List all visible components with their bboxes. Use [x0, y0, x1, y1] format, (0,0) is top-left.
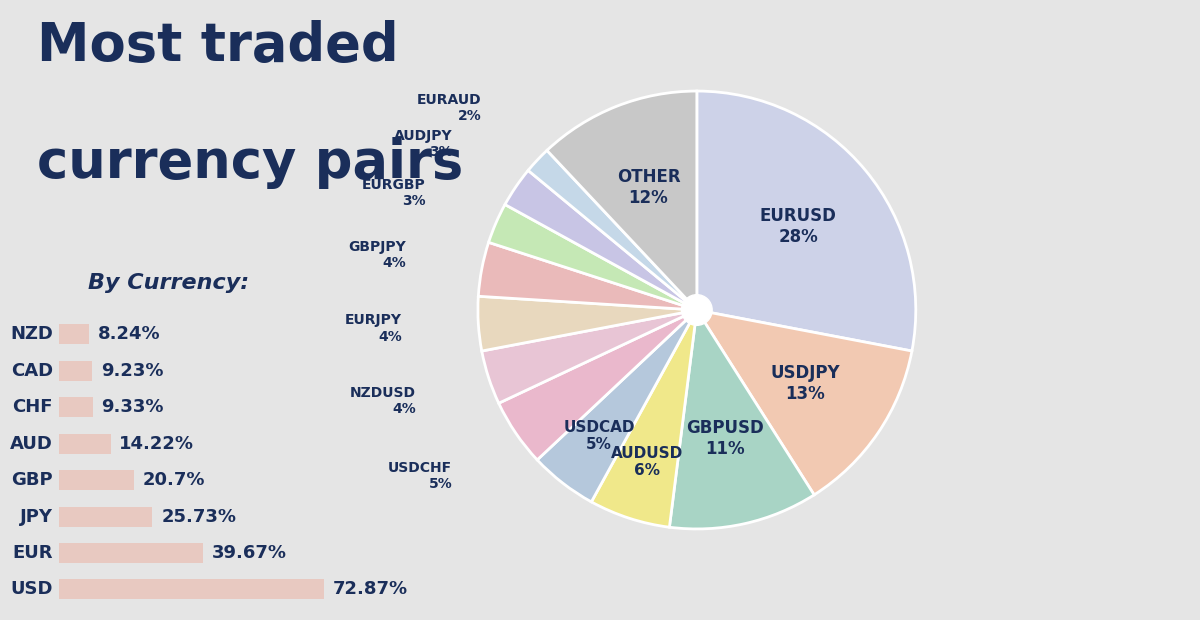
Text: NZDUSD
4%: NZDUSD 4% — [349, 386, 415, 417]
Text: 8.24%: 8.24% — [97, 326, 161, 343]
Text: 14.22%: 14.22% — [120, 435, 194, 453]
FancyBboxPatch shape — [59, 579, 324, 600]
Text: USDCHF
5%: USDCHF 5% — [389, 461, 452, 491]
Text: CAD: CAD — [11, 362, 53, 380]
Text: EUR: EUR — [12, 544, 53, 562]
Wedge shape — [697, 91, 916, 351]
FancyBboxPatch shape — [59, 507, 152, 526]
Text: JPY: JPY — [20, 508, 53, 526]
Text: USDCAD
5%: USDCAD 5% — [563, 420, 635, 453]
FancyBboxPatch shape — [59, 433, 110, 454]
Wedge shape — [488, 205, 697, 310]
Text: EURUSD
28%: EURUSD 28% — [760, 207, 836, 246]
Text: GBPUSD
11%: GBPUSD 11% — [686, 418, 764, 458]
Text: AUDJPY
3%: AUDJPY 3% — [394, 129, 452, 159]
FancyBboxPatch shape — [59, 324, 89, 345]
Text: 9.33%: 9.33% — [102, 398, 164, 416]
FancyBboxPatch shape — [59, 361, 92, 381]
Wedge shape — [697, 310, 912, 495]
Text: USDJPY
13%: USDJPY 13% — [770, 365, 840, 403]
Circle shape — [682, 294, 712, 326]
Text: 25.73%: 25.73% — [161, 508, 236, 526]
Wedge shape — [499, 310, 697, 460]
FancyBboxPatch shape — [59, 397, 92, 417]
Text: AUD: AUD — [10, 435, 53, 453]
Text: 72.87%: 72.87% — [332, 580, 408, 598]
Text: CHF: CHF — [12, 398, 53, 416]
Text: EURJPY
4%: EURJPY 4% — [344, 314, 402, 343]
Text: 20.7%: 20.7% — [143, 471, 205, 489]
Wedge shape — [481, 310, 697, 403]
Wedge shape — [528, 151, 697, 310]
Text: 9.23%: 9.23% — [101, 362, 163, 380]
Text: By Currency:: By Currency: — [88, 273, 248, 293]
Text: Most traded: Most traded — [37, 20, 398, 72]
Wedge shape — [479, 242, 697, 310]
Wedge shape — [505, 170, 697, 310]
Text: NZD: NZD — [10, 326, 53, 343]
FancyBboxPatch shape — [59, 470, 134, 490]
Text: EURGBP
3%: EURGBP 3% — [362, 177, 426, 208]
Text: USD: USD — [11, 580, 53, 598]
FancyBboxPatch shape — [59, 543, 203, 563]
Wedge shape — [538, 310, 697, 502]
Text: 39.67%: 39.67% — [212, 544, 287, 562]
Wedge shape — [670, 310, 814, 529]
Text: GBPJPY
4%: GBPJPY 4% — [349, 239, 407, 270]
Wedge shape — [547, 91, 697, 310]
Wedge shape — [478, 296, 697, 351]
Text: EURAUD
2%: EURAUD 2% — [416, 92, 481, 123]
Text: OTHER
12%: OTHER 12% — [617, 169, 680, 207]
Wedge shape — [592, 310, 697, 527]
Text: GBP: GBP — [12, 471, 53, 489]
Text: currency pairs: currency pairs — [37, 137, 463, 189]
Text: AUDUSD
6%: AUDUSD 6% — [611, 446, 684, 478]
